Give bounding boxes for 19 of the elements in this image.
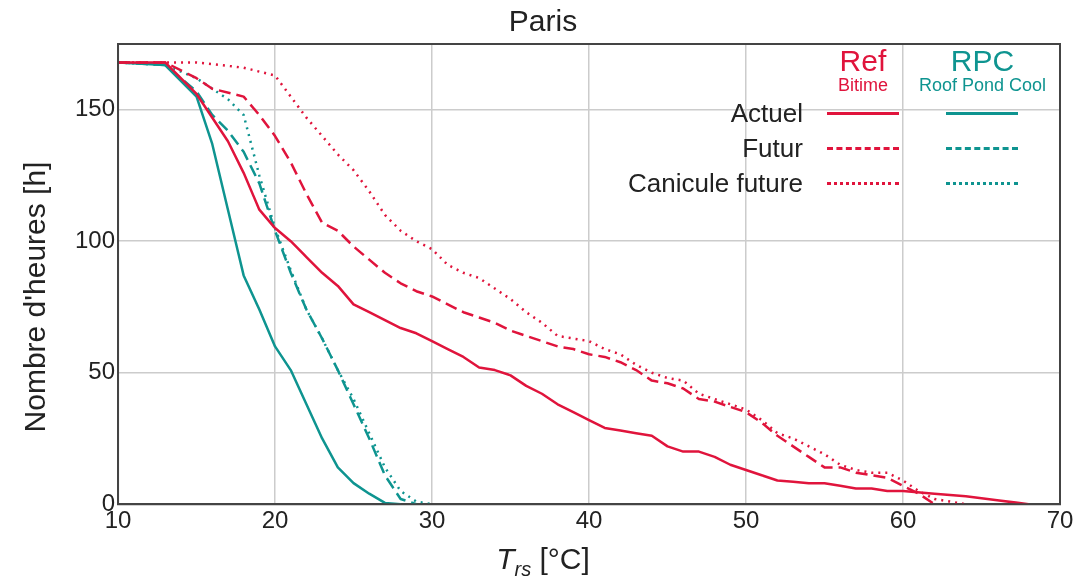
annotation: Bitime bbox=[836, 75, 889, 95]
x-axis-title: T$_{rs}$ [°C] bbox=[495, 542, 591, 581]
legend-label: Futur bbox=[741, 133, 804, 164]
y-tick-label: 100 bbox=[75, 225, 116, 253]
x-tick-label: 70 bbox=[1046, 506, 1074, 534]
x-tick-label: 50 bbox=[732, 506, 760, 534]
y-tick-label: 50 bbox=[88, 357, 116, 385]
y-tick-label: 150 bbox=[75, 94, 116, 122]
x-tick-label: 40 bbox=[575, 506, 603, 534]
legend-label: Actuel bbox=[729, 98, 804, 129]
annotation: RPC bbox=[949, 44, 1016, 77]
x-tick-label: 60 bbox=[889, 506, 917, 534]
annotation: Ref bbox=[838, 44, 888, 77]
annotation: Roof Pond Cool bbox=[918, 75, 1046, 95]
chart-title: Paris bbox=[507, 4, 579, 38]
x-tick-label: 20 bbox=[261, 506, 289, 534]
y-axis-title: Nombre d'heures [h] bbox=[18, 160, 52, 435]
x-tick-label: 30 bbox=[418, 506, 446, 534]
legend-label: Canicule future bbox=[628, 168, 804, 199]
